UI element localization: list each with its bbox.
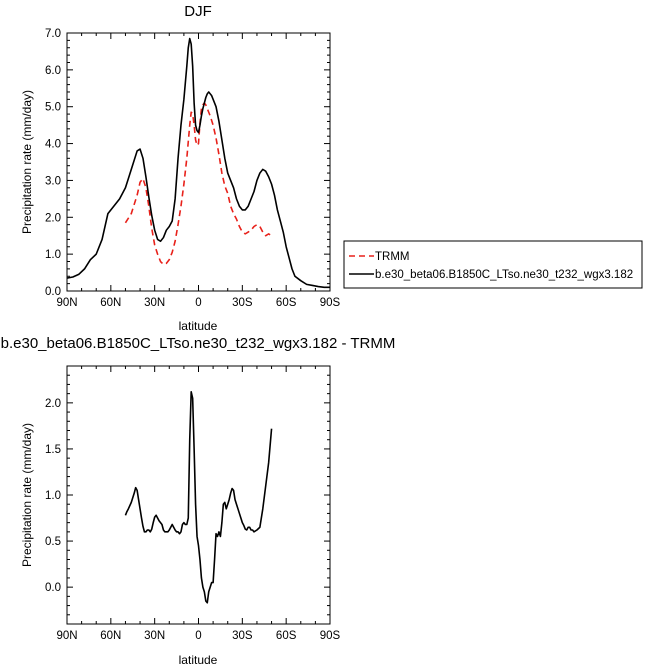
legend-label-model: b.e30_beta06.B1850C_LTso.ne30_t232_wgx3.…: [375, 269, 633, 281]
series-line-trmm: [124, 102, 272, 266]
y-tick-label: 0.5: [45, 536, 61, 548]
plot-frame: [66, 365, 331, 625]
x-tick-label: 30S: [232, 297, 253, 309]
y-tick-label: 2.0: [45, 398, 61, 410]
climatology-panel: DJF Precipitation rate (mm/day) latitude…: [20, 3, 341, 333]
series-line-model: [67, 37, 330, 289]
y-axis-label: Precipitation rate (mm/day): [20, 90, 34, 234]
x-tick-label: 60S: [276, 630, 297, 642]
y-tick-label: 7.0: [45, 28, 61, 40]
plot-area: 90N 60N 30N 0 30S 60S 90S 0.0 0.5 1.0 1.5 2.0: [45, 365, 341, 642]
chart-title: DJF: [184, 3, 212, 20]
x-axis-label: latitude: [179, 319, 218, 333]
y-tick-label: 2.0: [45, 212, 61, 224]
y-tick-label: 1.5: [45, 444, 61, 456]
y-tick-label: 4.0: [45, 139, 61, 151]
x-tick-label: 90N: [56, 630, 77, 642]
y-tick-label: 5.0: [45, 102, 61, 114]
x-tick-label: 0: [195, 630, 201, 642]
x-tick-label: 90S: [320, 630, 341, 642]
x-tick-label: 90N: [56, 297, 77, 309]
x-axis-label: latitude: [179, 653, 218, 667]
y-tick-label: 1.0: [45, 249, 61, 261]
legend-box: [343, 240, 643, 289]
x-tick-label: 60N: [100, 297, 121, 309]
x-tick-label: 30N: [144, 297, 165, 309]
x-tick-label: 60S: [276, 297, 297, 309]
y-tick-label: 0.0: [45, 286, 61, 298]
y-tick-label: 6.0: [45, 65, 61, 77]
x-tick-label: 0: [195, 297, 201, 309]
legend-label-trmm: TRMM: [375, 251, 410, 263]
x-tick-label: 30S: [232, 630, 253, 642]
chart-title: b.e30_beta06.B1850C_LTso.ne30_t232_wgx3.…: [1, 335, 396, 352]
plot-area: 90N 60N 30N 0 30S 60S 90S 0.0 1.0 2.0 3.0 4.0 5.0 6.0…: [45, 28, 341, 309]
y-tick-label: 1.0: [45, 490, 61, 502]
plot-frame: [66, 32, 331, 292]
x-tick-label: 60N: [100, 630, 121, 642]
difference-panel: b.e30_beta06.B1850C_LTso.ne30_t232_wgx3.…: [1, 335, 396, 667]
y-axis-label: Precipitation rate (mm/day): [20, 423, 34, 567]
y-tick-label: 0.0: [45, 582, 61, 594]
x-tick-label: 30N: [144, 630, 165, 642]
x-tick-label: 90S: [320, 297, 341, 309]
legend: TRMM b.e30_beta06.B1850C_LTso.ne30_t232_…: [343, 240, 643, 289]
y-tick-label: 3.0: [45, 175, 61, 187]
series-line-model: [124, 391, 273, 604]
